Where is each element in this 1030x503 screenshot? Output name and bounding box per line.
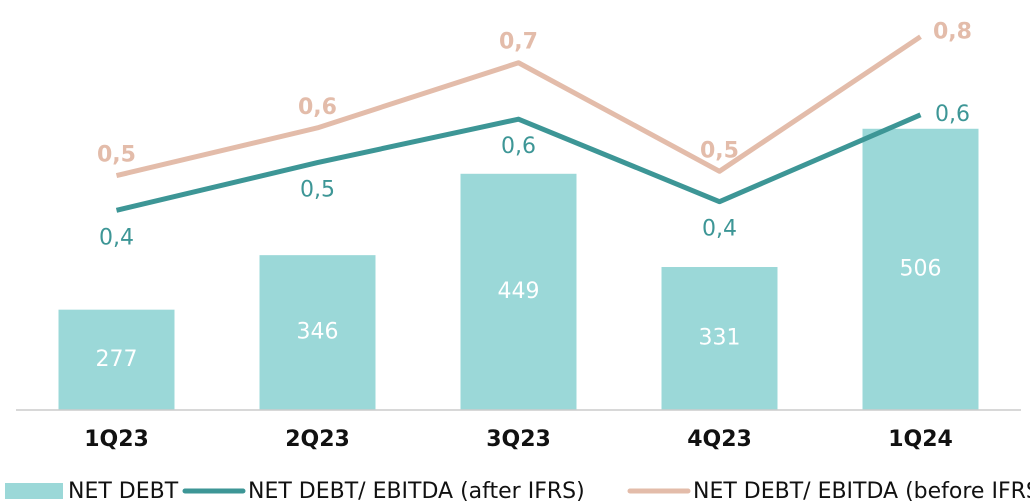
bar-value-label: 506 — [900, 256, 942, 281]
bar-value-label: 331 — [699, 326, 741, 351]
line — [115, 112, 922, 213]
x-tick-label: 4Q23 — [687, 427, 752, 452]
line-value-label: 0,6 — [935, 102, 970, 127]
line-value-label: 0,7 — [499, 30, 538, 55]
x-tick-label: 1Q23 — [84, 427, 149, 452]
legend-swatch — [5, 483, 63, 499]
line-value-label: 0,5 — [300, 178, 335, 203]
bar — [661, 267, 778, 410]
x-tick-label: 1Q24 — [888, 427, 953, 452]
line — [115, 34, 922, 179]
line-value-label: 0,6 — [501, 134, 536, 159]
legend-label: NET DEBT/ EBITDA (before IFRS) — [693, 479, 1030, 503]
bar — [259, 255, 376, 410]
bar-value-label: 277 — [96, 347, 138, 372]
x-tick-label: 3Q23 — [486, 427, 551, 452]
bar — [460, 173, 577, 410]
line-value-label: 0,4 — [702, 217, 737, 242]
x-tick-label: 2Q23 — [285, 427, 350, 452]
bar — [58, 309, 175, 410]
line-value-label: 0,6 — [298, 95, 337, 120]
line-value-label: 0,5 — [700, 138, 739, 163]
legend-label: NET DEBT/ EBITDA (after IFRS) — [248, 479, 585, 503]
line-value-label: 0,8 — [933, 20, 972, 45]
line-value-label: 0,4 — [99, 225, 134, 250]
line-value-label: 0,5 — [97, 143, 136, 168]
bar — [862, 128, 979, 410]
bar-value-label: 449 — [498, 279, 540, 304]
bar-value-label: 346 — [297, 320, 339, 345]
legend-label: NET DEBT — [68, 479, 179, 503]
